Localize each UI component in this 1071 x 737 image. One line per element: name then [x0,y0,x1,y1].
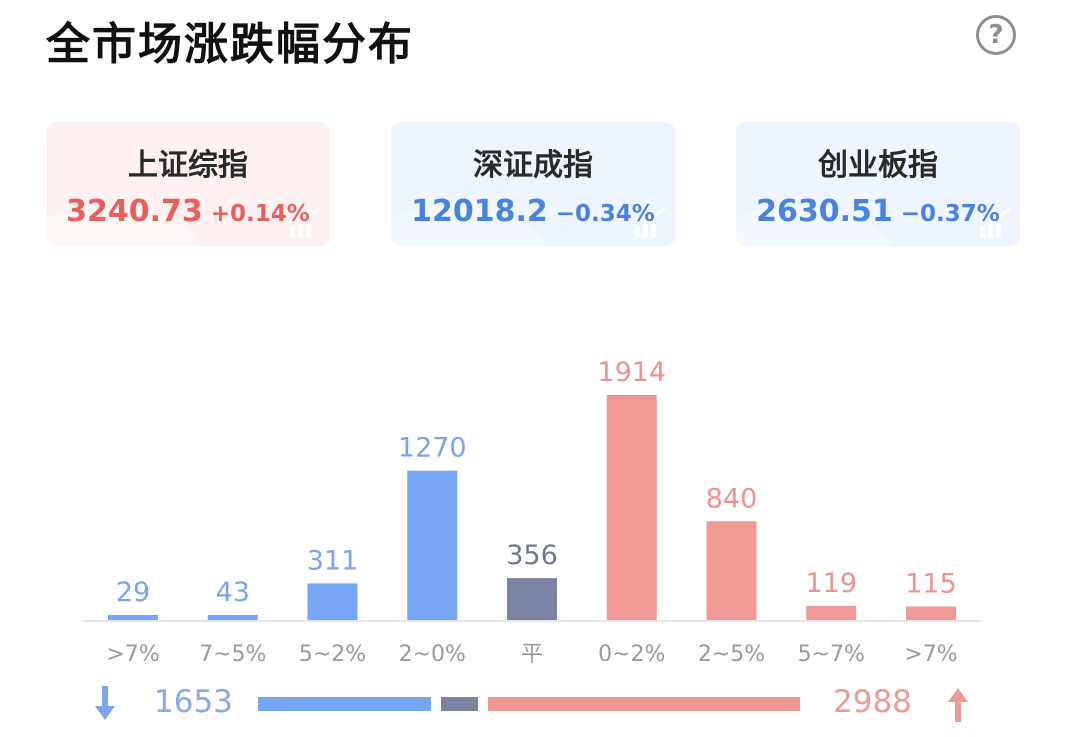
data-label: 356 [506,540,558,571]
index-change: −0.34% [555,201,655,227]
data-label: 311 [307,545,359,576]
index-value: 2630.51 [756,194,893,229]
bar [407,470,458,620]
tick-label: 2~0% [399,642,466,667]
data-label: 1270 [398,433,467,464]
tick-label: 0~2% [598,642,665,667]
index-name: 上证综指 [128,148,248,183]
index-card-shenzhen[interactable]: 深证成指 12018.2 −0.34% [391,122,675,246]
bar [207,614,258,620]
tick-label: 平 [521,642,543,667]
page-title: 全市场涨跌幅分布 [46,19,414,70]
data-label: 119 [805,568,857,599]
bar [706,521,757,620]
index-value: 3240.73 [66,194,203,229]
arrow-down-icon [95,686,115,720]
tick-label: 5~7% [798,642,865,667]
bar [906,606,956,620]
data-label: 115 [905,568,957,599]
flat-ratio-bar [440,697,478,711]
up-count: 2988 [833,684,912,720]
tick-label: >7% [904,642,957,667]
data-label: 1914 [597,357,666,388]
data-label: 43 [216,577,250,608]
index-change: −0.37% [900,201,1000,227]
trend-chart-icon [634,206,666,238]
distribution-chart: 29 >7% 43 7~5% 311 5~2% 1270 2~0% 356 平 1914 0~2% 84… [84,357,980,667]
data-label: 840 [706,483,758,514]
tick-label: 5~2% [299,642,366,667]
question-circle-icon[interactable]: ? [976,15,1016,55]
bar [606,395,657,620]
tick-label: 7~5% [199,642,266,667]
bar [806,606,857,620]
bar [307,583,358,620]
down-count: 1653 [154,684,233,720]
trend-chart-icon [289,206,321,238]
up-ratio-bar [487,697,800,711]
arrow-up-icon [948,688,968,722]
index-card-shanghai[interactable]: 上证综指 3240.73 +0.14% [46,122,330,246]
index-name: 深证成指 [473,148,593,183]
tick-label: >7% [106,642,159,667]
index-change: +0.14% [210,201,310,227]
index-card-chinext[interactable]: 创业板指 2630.51 −0.37% [736,122,1020,246]
trend-chart-icon [979,206,1011,238]
tick-label: 2~5% [698,642,765,667]
bar [108,615,158,620]
data-label: 29 [116,577,150,608]
index-value: 12018.2 [411,194,548,229]
down-ratio-bar [258,697,431,711]
bar [507,578,557,620]
index-name: 创业板指 [818,148,938,183]
